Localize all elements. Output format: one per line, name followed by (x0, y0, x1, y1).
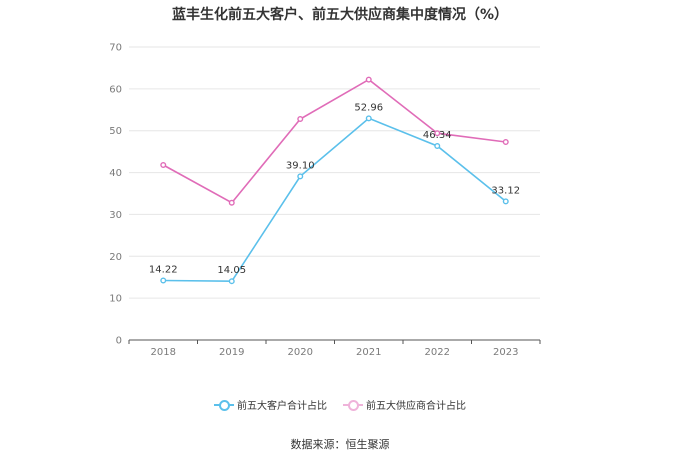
legend-item-customers[interactable]: 前五大客户合计占比 (214, 397, 327, 412)
data-point-1 (502, 139, 509, 146)
x-tick-label: 2022 (425, 347, 450, 358)
data-point-1 (365, 76, 372, 83)
x-tick-label: 2019 (219, 347, 244, 358)
series-line-0 (163, 117, 507, 283)
data-label: 46.34 (423, 130, 452, 141)
data-point-1 (160, 162, 167, 169)
x-tick-label: 2021 (356, 347, 381, 358)
x-tick-label: 2023 (493, 347, 518, 358)
x-tick-label: 2018 (151, 347, 176, 358)
y-tick-label: 30 (109, 210, 122, 221)
y-tick-label: 0 (116, 336, 122, 347)
data-label: 33.12 (491, 185, 520, 196)
x-tick-label: 2020 (288, 347, 313, 358)
y-tick-label: 20 (109, 252, 122, 263)
legend-label-suppliers: 前五大供应商合计占比 (366, 401, 466, 412)
data-point-0 (434, 143, 441, 150)
data-point-1 (228, 199, 235, 206)
data-point-1 (297, 115, 304, 122)
data-label: 52.96 (354, 102, 383, 113)
data-label: 14.22 (149, 264, 178, 275)
data-point-0 (297, 173, 304, 180)
y-tick-label: 10 (109, 294, 122, 305)
data-label: 39.10 (286, 160, 315, 171)
y-tick-label: 70 (109, 43, 122, 54)
data-point-0 (502, 198, 509, 205)
legend-item-suppliers[interactable]: 前五大供应商合计占比 (343, 397, 466, 412)
legend-swatch-suppliers (343, 399, 363, 411)
y-axis: 0 10 20 30 40 50 60 70 (109, 43, 122, 347)
data-source: 数据来源：恒生聚源 (290, 438, 390, 451)
y-tick-label: 60 (109, 84, 122, 95)
data-point-0 (365, 115, 372, 122)
chart-title: 蓝丰生化前五大客户、前五大供应商集中度情况（%） (171, 7, 509, 23)
data-label: 14.05 (217, 265, 246, 276)
legend-swatch-customers (214, 399, 234, 411)
data-point-0 (160, 277, 167, 284)
data-point-1 (434, 130, 441, 137)
data-point-0 (228, 278, 235, 285)
data-labels: 14.22 14.05 39.10 52.96 46.34 33.12 (149, 102, 520, 276)
series-group (160, 76, 509, 285)
x-axis: 2018 2019 2020 2021 2022 2023 (128, 339, 541, 358)
y-tick-label: 40 (109, 168, 122, 179)
series-line-1 (162, 78, 506, 204)
gridlines (129, 46, 540, 299)
line-chart: 0 10 20 30 40 50 60 70 2018 2019 2020 2021 2022 2023… (109, 43, 541, 358)
y-tick-label: 50 (109, 126, 122, 137)
legend: 前五大客户合计占比 前五大供应商合计占比 (0, 397, 680, 412)
legend-label-customers: 前五大客户合计占比 (237, 401, 327, 412)
